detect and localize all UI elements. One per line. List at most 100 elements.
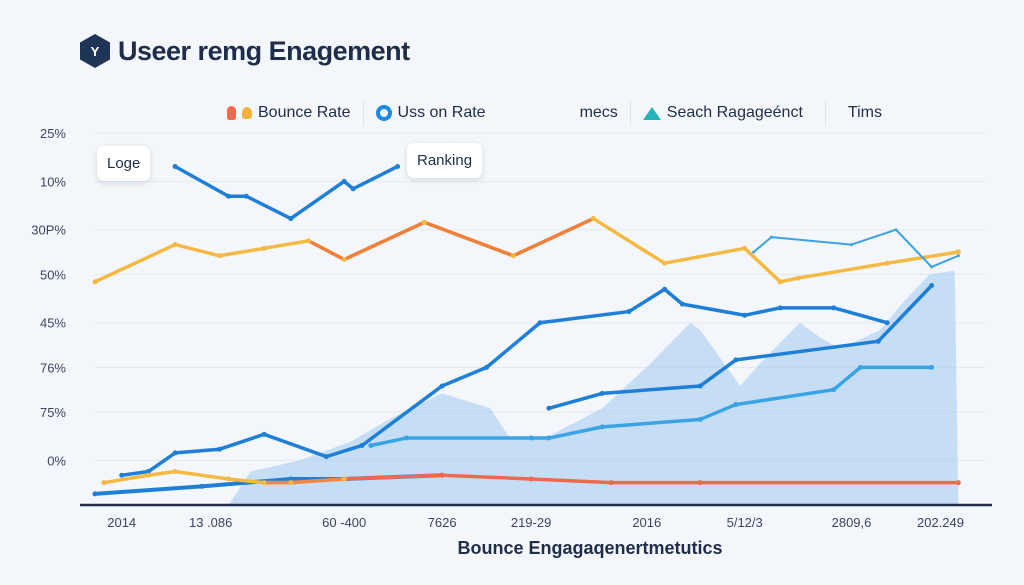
x-tick-label: 2016	[632, 515, 661, 530]
data-point	[341, 178, 347, 184]
data-point	[733, 402, 739, 408]
ring-icon	[375, 105, 392, 121]
data-point	[697, 480, 703, 486]
data-point	[119, 472, 125, 478]
data-point	[288, 216, 294, 222]
data-point	[359, 442, 365, 448]
data-point	[626, 309, 632, 315]
data-point	[857, 364, 863, 370]
x-axis-title: Bounce Engagaqenertmetutics	[457, 538, 723, 558]
data-point	[929, 283, 935, 289]
data-point	[537, 320, 543, 326]
y-tick-label: 30P%	[31, 223, 66, 238]
data-point	[752, 250, 756, 254]
data-point	[884, 320, 890, 326]
data-point	[546, 405, 552, 411]
data-point	[777, 305, 783, 311]
data-point	[145, 469, 151, 475]
data-point	[101, 480, 107, 486]
x-tick-label: 13 .086	[189, 515, 232, 530]
series-line-0	[173, 164, 400, 221]
person-icon	[242, 107, 252, 119]
data-point	[368, 442, 374, 448]
chart-header: Y Useer remg Enagement	[80, 34, 410, 68]
data-point	[288, 476, 294, 482]
data-point	[243, 193, 249, 199]
series-line-4	[547, 283, 934, 411]
x-tick-label: 219-29	[511, 515, 551, 530]
tree-icon	[642, 106, 661, 120]
data-point	[323, 454, 329, 460]
legend-divider	[362, 100, 364, 126]
data-point	[172, 469, 178, 475]
data-point	[599, 390, 605, 396]
x-tick-label: 7626	[428, 515, 457, 530]
data-point	[404, 435, 409, 441]
data-point	[930, 265, 934, 269]
data-point	[350, 186, 356, 192]
data-point	[546, 435, 552, 441]
data-point	[777, 279, 783, 285]
legend-divider	[629, 100, 631, 126]
data-point	[769, 235, 773, 239]
x-tick-label: 202.249	[917, 515, 964, 530]
logo-icon: Y	[80, 34, 110, 68]
data-point	[341, 476, 347, 482]
data-point	[439, 383, 445, 389]
data-point	[599, 424, 605, 430]
data-point	[831, 305, 837, 311]
y-tick-label: 50%	[40, 267, 66, 282]
data-point	[590, 216, 596, 222]
legend-item-tims[interactable]: Tims	[836, 101, 894, 125]
data-point	[850, 243, 853, 247]
data-point	[608, 480, 614, 486]
legend-item-uss-on-rate[interactable]: Uss on Rate	[364, 101, 498, 125]
data-point	[955, 249, 961, 255]
data-point	[92, 491, 98, 497]
data-point	[217, 253, 223, 259]
legend-item-search[interactable]: Seach Ragageénct	[631, 101, 815, 125]
callout-left: Loge	[97, 146, 151, 181]
data-point	[395, 163, 401, 169]
area-fill	[228, 270, 959, 505]
series-line-7	[342, 473, 961, 485]
series-line-5	[369, 365, 934, 448]
data-point	[226, 193, 231, 199]
data-point	[929, 364, 935, 370]
legend-label: Bounce Rate	[258, 104, 351, 121]
data-point	[662, 260, 668, 266]
data-point	[172, 450, 178, 456]
data-point	[697, 383, 703, 389]
data-point	[341, 256, 347, 262]
y-tick-label: 75%	[40, 405, 66, 420]
legend-item-mecs[interactable]: mecs	[568, 101, 630, 125]
series-accent-1	[306, 216, 596, 262]
x-tick-label: 2014	[107, 515, 136, 530]
data-point	[528, 435, 534, 441]
y-tick-label: 45%	[40, 316, 66, 331]
y-tick-label: 10%	[40, 174, 66, 189]
legend-label: Uss on Rate	[397, 104, 486, 121]
x-tick-label: 2809,6	[832, 515, 872, 530]
callout-right: Ranking	[407, 143, 483, 178]
legend-label: Tims	[847, 104, 882, 121]
data-point	[484, 364, 490, 370]
data-point	[795, 275, 801, 281]
data-point	[92, 279, 98, 285]
data-point	[884, 260, 890, 266]
data-point	[172, 242, 178, 248]
data-point	[875, 338, 881, 344]
data-point	[421, 219, 427, 225]
data-point	[662, 286, 668, 292]
data-point	[528, 476, 534, 482]
legend-label: Seach Ragageénct	[666, 104, 803, 121]
legend-item-bounce-rate[interactable]: Bounce Rate	[215, 101, 363, 125]
data-point	[199, 483, 205, 489]
data-point	[955, 480, 961, 486]
data-point	[679, 301, 685, 307]
data-point	[894, 228, 898, 232]
data-point	[956, 254, 960, 258]
legend-divider	[824, 100, 826, 126]
data-point	[742, 245, 748, 251]
